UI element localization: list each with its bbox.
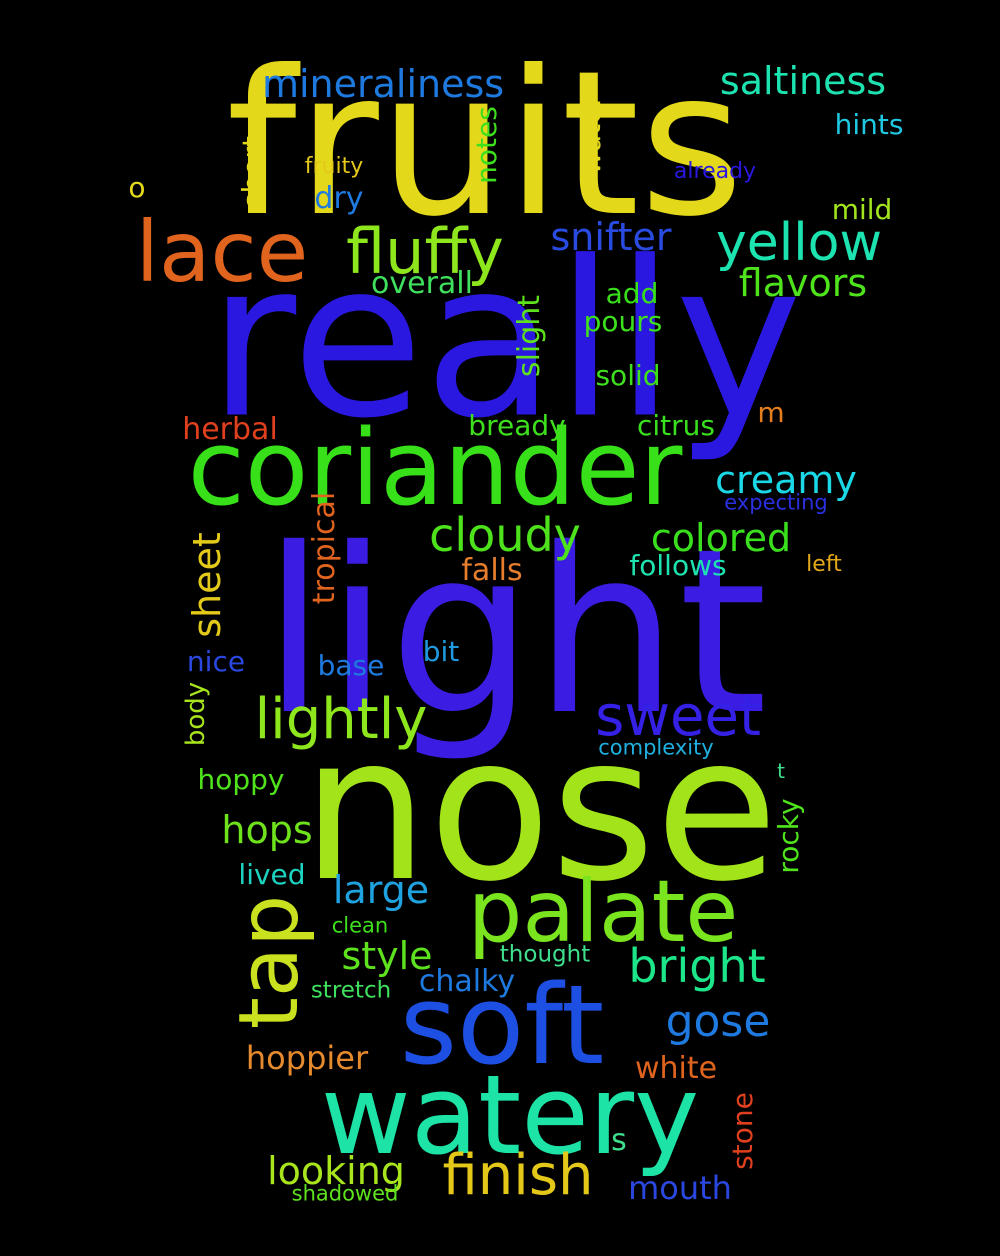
- word-mineraliness: mineraliness: [261, 62, 505, 106]
- word-nose: nose: [301, 693, 779, 926]
- word-really: really: [207, 214, 803, 466]
- word-citrus: citrus: [637, 409, 715, 442]
- word-snifter: snifter: [550, 215, 672, 259]
- word-slight: slight: [512, 294, 547, 378]
- word-fruits: fruits: [226, 28, 744, 261]
- word-stretch: stretch: [310, 977, 392, 1004]
- word-palate: palate: [467, 862, 739, 962]
- word-mouth: mouth: [628, 1169, 732, 1207]
- word-notes: notes: [470, 106, 503, 184]
- word-soft: soft: [399, 961, 605, 1089]
- word-add: add: [605, 277, 659, 310]
- word-body: body: [181, 681, 211, 747]
- word-complexity: complexity: [598, 735, 714, 760]
- word-m: m: [757, 396, 785, 429]
- word-fruity: fruity: [304, 154, 364, 179]
- word-lightly: lightly: [254, 687, 428, 752]
- word-sweet: sweet: [595, 684, 761, 749]
- word-hops: hops: [221, 808, 313, 852]
- word-rocky: rocky: [772, 798, 805, 874]
- word-colored: colored: [650, 516, 792, 560]
- word-style: style: [341, 934, 433, 978]
- word-large: large: [332, 868, 430, 912]
- word-sheet: sheet: [185, 532, 229, 638]
- word-nice: nice: [186, 645, 246, 678]
- word-bit: bit: [422, 635, 460, 668]
- word-lace: lace: [135, 203, 309, 301]
- word-shadowed: shadowed: [291, 1181, 399, 1206]
- word-cloudy: cloudy: [429, 508, 581, 562]
- word-coriander: coriander: [187, 407, 683, 529]
- word-white: white: [634, 1051, 718, 1086]
- word-herbal: herbal: [182, 412, 278, 447]
- word-o: o: [128, 171, 146, 204]
- word-hoppier: hoppier: [245, 1039, 369, 1077]
- word-water: water: [574, 95, 607, 175]
- word-gose: gose: [665, 996, 771, 1047]
- word-tap: tap: [222, 894, 317, 1030]
- word-follows: follows: [629, 549, 727, 582]
- word-light: light: [262, 499, 768, 765]
- word-watery: watery: [320, 1051, 700, 1179]
- word-thought: thought: [499, 941, 591, 968]
- word-left: left: [806, 552, 842, 577]
- word-expecting: expecting: [724, 490, 828, 515]
- word-lived: lived: [238, 858, 306, 891]
- word-bright: bright: [628, 939, 766, 993]
- word-mild: mild: [831, 193, 893, 226]
- word-hoppy: hoppy: [197, 763, 285, 796]
- word-looking: looking: [267, 1149, 405, 1193]
- word-bready: bready: [468, 409, 566, 442]
- word-fluffy: fluffy: [346, 215, 504, 288]
- word-clean: clean: [331, 913, 389, 938]
- word-base: base: [317, 649, 385, 682]
- word-saltiness: saltiness: [719, 59, 887, 103]
- word-dry: dry: [314, 181, 364, 216]
- word-pours: pours: [583, 305, 663, 338]
- word-solid: solid: [595, 359, 661, 392]
- word-hints: hints: [834, 108, 904, 141]
- word-s: s: [611, 1123, 627, 1158]
- word-short: short: [236, 136, 269, 208]
- word-flavors: flavors: [738, 261, 868, 305]
- word-t: t: [777, 759, 785, 783]
- word-already: already: [673, 159, 757, 184]
- word-stone: stone: [726, 1092, 759, 1170]
- word-chalky: chalky: [418, 964, 516, 999]
- word-finish: finish: [442, 1143, 594, 1208]
- word-overall: overall: [371, 266, 473, 301]
- word-falls: falls: [461, 553, 523, 588]
- word-yellow: yellow: [715, 213, 883, 273]
- word-creamy: creamy: [715, 458, 857, 502]
- word-tropical: tropical: [307, 491, 342, 605]
